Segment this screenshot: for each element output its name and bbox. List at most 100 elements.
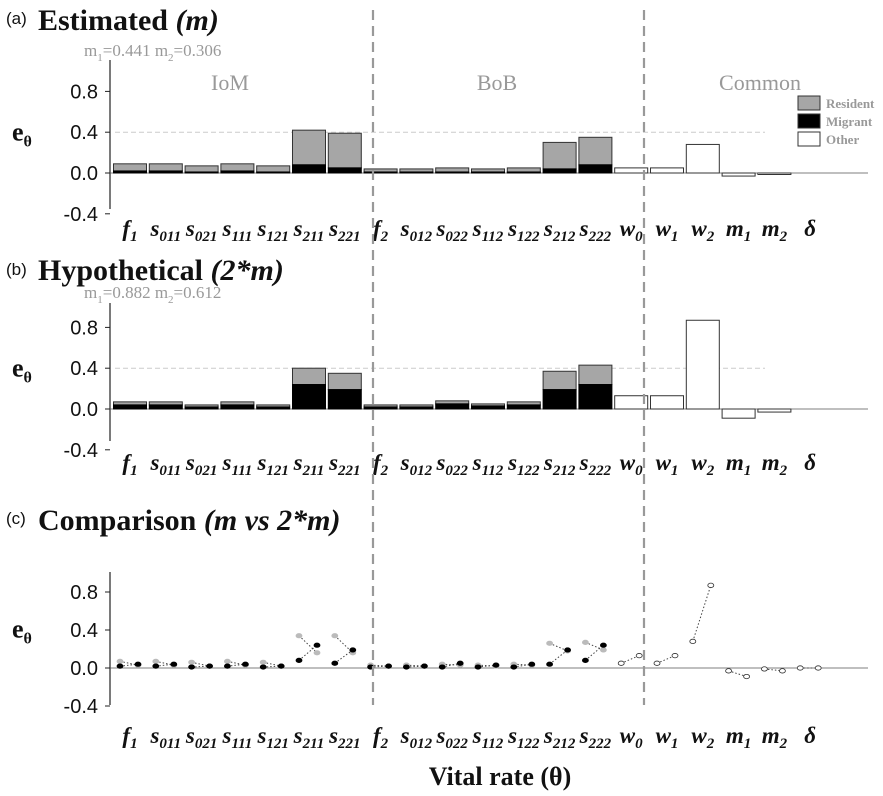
- comparison-connector: [334, 635, 354, 654]
- point-resident-m: [152, 658, 160, 664]
- x-label-base: s: [543, 450, 553, 475]
- x-label-base: s: [472, 450, 482, 475]
- point-resident-m: [259, 659, 267, 665]
- x-label-sub: 2: [706, 229, 715, 245]
- x-label-sub: 012: [410, 736, 433, 752]
- x-label-sub: 2: [706, 463, 715, 479]
- bar-migrant: [399, 171, 434, 174]
- bar-migrant: [148, 170, 183, 174]
- x-label-base: f: [373, 723, 383, 748]
- x-tick-label: s121: [256, 216, 288, 245]
- comparison-connector: [334, 649, 354, 664]
- x-label-sub: 212: [552, 229, 576, 245]
- x-tick-label: s111: [221, 450, 252, 479]
- bar-resident: [327, 132, 362, 169]
- x-tick-label: s121: [256, 450, 288, 479]
- x-label-sub: 2: [380, 736, 389, 752]
- y-tick-label: -0.4: [64, 204, 98, 226]
- bar-migrant: [184, 171, 219, 174]
- x-label-sub: 222: [588, 463, 612, 479]
- bar-other: [614, 167, 649, 174]
- x-label-sub: 1: [744, 463, 752, 479]
- x-label-base: w: [691, 216, 707, 241]
- x-tick-label: s122: [507, 450, 540, 479]
- x-label-base: s: [507, 450, 517, 475]
- x-tick-label: s022: [435, 450, 468, 479]
- title-italic: (2*m): [211, 254, 284, 287]
- panel-title: Comparison (m vs 2*m): [38, 504, 341, 537]
- x-tick-label: s111: [221, 723, 252, 752]
- x-tick-label: w0: [620, 216, 643, 245]
- x-label-sub: 2: [380, 463, 389, 479]
- m-value-text: m: [84, 41, 97, 60]
- bar-resident: [578, 136, 613, 166]
- m-value-text: =0.441 m: [103, 41, 168, 60]
- point-resident-m: [223, 658, 231, 664]
- point-migrant-m: [331, 660, 339, 666]
- legend-label: Other: [826, 132, 859, 147]
- x-label-base: w: [620, 450, 636, 475]
- bar-other: [650, 167, 684, 174]
- panel-a: (a) Estimated (m)m1=0.441 m2=0.3060.80.40…: [6, 4, 868, 245]
- x-label-sub: 011: [159, 736, 181, 752]
- point-other-2m: [814, 665, 822, 671]
- m-value-text: =0.306: [174, 41, 222, 60]
- x-tick-label: s021: [185, 216, 217, 245]
- x-label-base: m: [726, 723, 744, 748]
- x-tick-label: s022: [435, 723, 468, 752]
- point-resident-m: [116, 658, 124, 664]
- x-tick-label: s012: [400, 450, 433, 479]
- panel-c: (c) Comparison (m vs 2*m) 0.8 0.4 0.0 -0.4 eθ f…: [6, 504, 868, 752]
- x-label-base: w: [691, 723, 707, 748]
- bar-migrant: [471, 405, 505, 410]
- point-migrant-m: [402, 664, 410, 670]
- point-resident-2m: [313, 650, 321, 656]
- bar-migrant: [220, 404, 255, 410]
- x-tick-label: w0: [620, 723, 643, 752]
- x-label-base: w: [656, 450, 672, 475]
- bar-migrant: [113, 170, 147, 174]
- point-migrant-2m: [420, 663, 428, 669]
- x-label-base: w: [656, 723, 672, 748]
- x-label-base: s: [435, 450, 445, 475]
- x-label-sub: 221: [337, 463, 361, 479]
- x-tick-label: w1: [656, 216, 679, 245]
- x-tick-label: s021: [185, 723, 217, 752]
- bar-resident: [220, 163, 255, 172]
- x-tick-label: s212: [543, 450, 576, 479]
- point-migrant-2m: [206, 663, 214, 669]
- x-label-base: s: [400, 216, 410, 241]
- x-label-base: s: [221, 216, 231, 241]
- x-tick-label: δ: [804, 723, 816, 748]
- title-main: Comparison: [38, 504, 204, 537]
- bar-resident: [506, 167, 541, 173]
- point-resident-m: [188, 659, 196, 665]
- x-tick-label: s222: [579, 450, 612, 479]
- x-tick-label: s012: [400, 723, 433, 752]
- x-label-sub: 221: [337, 736, 361, 752]
- x-label-base: s: [472, 723, 482, 748]
- x-label-base: s: [328, 450, 338, 475]
- x-label-base: s: [185, 450, 195, 475]
- x-label-sub: 211: [302, 463, 325, 479]
- x-label-sub: 211: [302, 229, 325, 245]
- x-label-sub: 0: [635, 736, 643, 752]
- x-axis-title: Vital rate (θ): [429, 762, 572, 791]
- point-other-2m: [671, 653, 679, 659]
- x-label-base: s: [256, 216, 266, 241]
- x-label-sub: 2: [706, 736, 715, 752]
- bar-other: [685, 143, 720, 174]
- x-label-sub: 1: [671, 463, 679, 479]
- bar-migrant: [542, 389, 577, 410]
- x-label-sub: 011: [159, 229, 181, 245]
- bar-migrant: [292, 384, 326, 410]
- m-subscript: 2: [168, 294, 174, 306]
- x-tick-label: w2: [691, 216, 714, 245]
- x-label-base: s: [185, 723, 195, 748]
- x-label-sub: 2: [779, 463, 788, 479]
- bar-migrant: [256, 171, 291, 174]
- bar-migrant: [578, 164, 613, 174]
- comparison-connector: [585, 644, 604, 661]
- ylabel-base: e: [12, 117, 24, 146]
